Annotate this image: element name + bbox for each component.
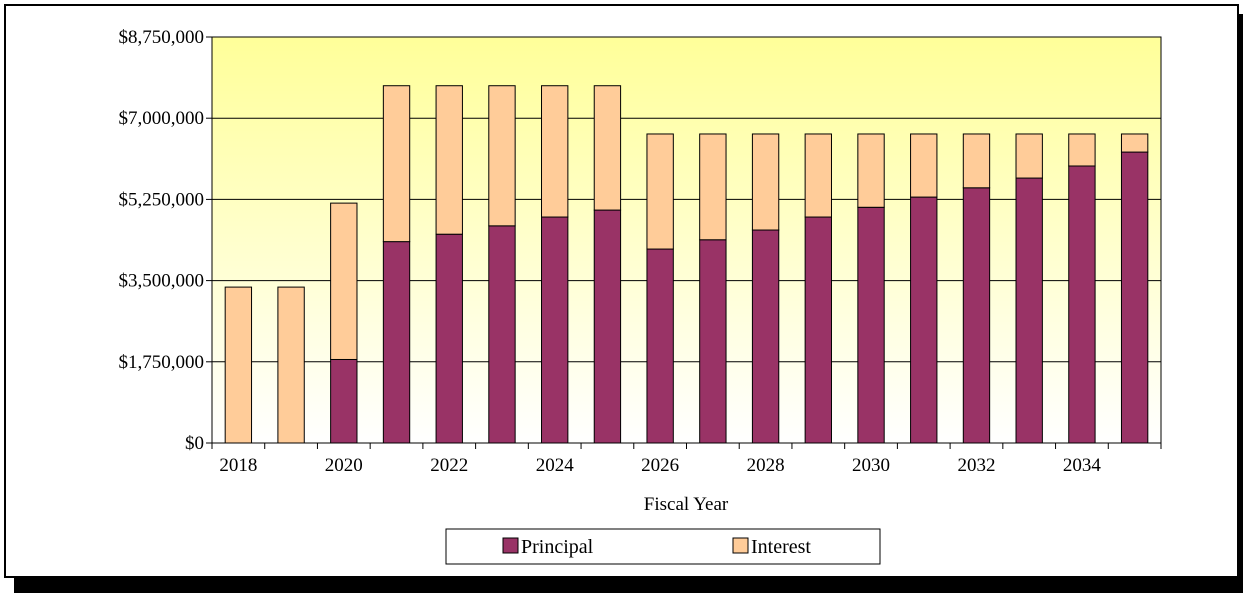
legend-swatch-interest: [732, 537, 749, 554]
bar-principal-2023: [488, 225, 516, 444]
bars: [224, 85, 1149, 444]
bar-interest-2022: [435, 85, 463, 235]
bar-principal-2029: [804, 216, 832, 444]
bar-principal-2027: [699, 239, 727, 444]
y-tick-label: $1,750,000: [119, 352, 205, 373]
bar-principal-2024: [541, 216, 569, 444]
bar-interest-2030: [857, 133, 885, 208]
legend-swatch-principal: [502, 537, 519, 554]
x-tick-label: 2022: [430, 455, 468, 476]
bar-interest-2033: [1015, 133, 1043, 179]
bar-interest-2020: [330, 202, 358, 360]
x-tick-label: 2032: [957, 455, 995, 476]
legend: Principal Interest: [445, 528, 881, 565]
bar-interest-2035: [1120, 133, 1149, 153]
bar-interest-2034: [1068, 133, 1096, 167]
bar-principal-2025: [593, 209, 622, 444]
bar-principal-2032: [962, 187, 991, 444]
x-tick-label: 2026: [641, 455, 679, 476]
bar-interest-2028: [751, 133, 780, 231]
x-tick-label: 2018: [219, 455, 257, 476]
gridlines: [212, 117, 1161, 363]
y-tick-label: $5,250,000: [119, 189, 205, 210]
bar-principal-2022: [435, 233, 463, 444]
x-tick-label: 2034: [1063, 455, 1102, 476]
x-axis-ticks: 2018 2020 2022 2024 2026 2028 2030 2032 2034: [211, 443, 1162, 476]
y-tick-label: $3,500,000: [119, 271, 205, 292]
bar-principal-2020: [330, 358, 358, 444]
x-tick-label: 2024: [536, 455, 575, 476]
bar-interest-2023: [488, 85, 516, 227]
bar-principal-2021: [382, 241, 411, 444]
legend-label-interest: Interest: [751, 536, 811, 558]
x-tick-label: 2020: [325, 455, 363, 476]
bar-principal-2031: [910, 196, 938, 444]
y-tick-label: $0: [185, 433, 204, 454]
y-tick-label: $8,750,000: [119, 27, 205, 48]
y-tick-label: $7,000,000: [119, 108, 205, 129]
bar-interest-2025: [593, 85, 622, 211]
bar-principal-2026: [646, 248, 674, 444]
bar-interest-2029: [804, 133, 832, 218]
plot-area: [211, 36, 1162, 444]
bar-interest-2031: [910, 133, 938, 198]
bar-interest-2032: [962, 133, 991, 189]
bar-principal-2028: [751, 229, 780, 444]
bar-principal-2030: [857, 206, 885, 444]
bar-interest-2019: [277, 286, 305, 444]
bar-principal-2034: [1068, 165, 1096, 444]
bar-interest-2026: [646, 133, 674, 250]
x-axis-title: Fiscal Year: [644, 494, 729, 515]
bar-interest-2027: [699, 133, 727, 241]
x-tick-label: 2028: [747, 455, 785, 476]
bar-principal-2035: [1120, 151, 1149, 444]
bar-interest-2021: [382, 85, 411, 243]
bar-interest-2024: [541, 85, 569, 218]
bar-interest-2018: [224, 286, 253, 444]
y-axis-ticks: $0 $1,750,000 $3,500,000 $5,250,000 $7,000,0…: [119, 27, 212, 454]
legend-label-principal: Principal: [521, 536, 594, 558]
bar-principal-2033: [1015, 177, 1043, 444]
x-tick-label: 2030: [852, 455, 890, 476]
